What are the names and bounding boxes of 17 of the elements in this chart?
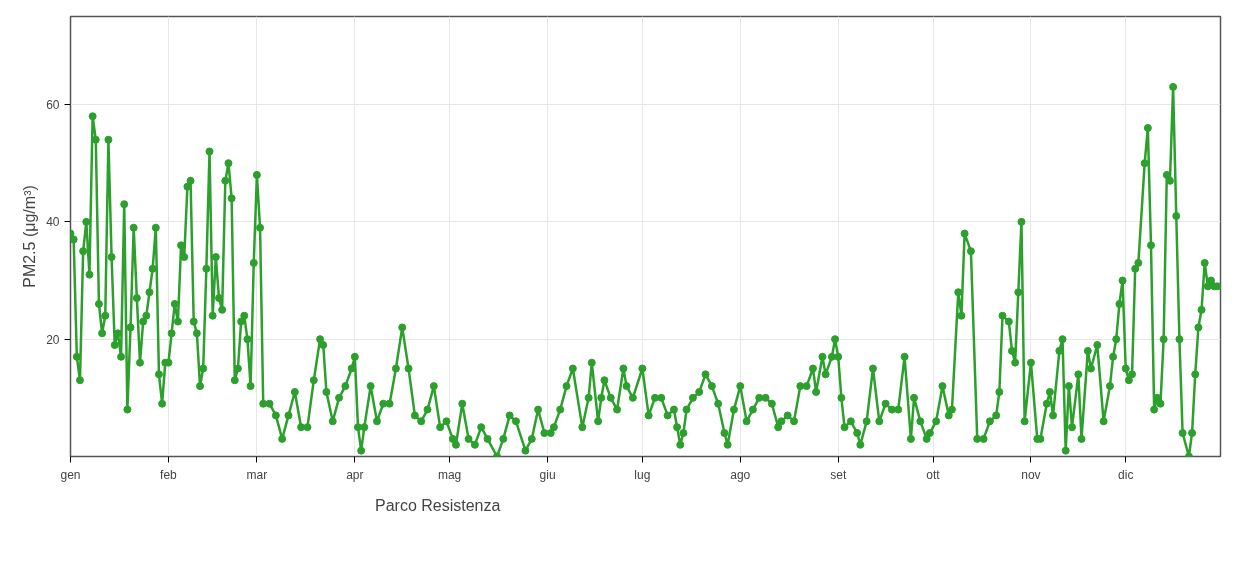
x-tick-label: apr xyxy=(346,467,364,482)
x-tick-label: giu xyxy=(539,467,556,482)
y-tick-label: 20 xyxy=(46,332,60,347)
x-tick-label: feb xyxy=(160,467,178,482)
x-tick-label: lug xyxy=(634,467,651,482)
y-tick-label: 40 xyxy=(46,215,60,230)
y-tick-label: 60 xyxy=(46,98,60,112)
x-tick-label: ott xyxy=(926,467,941,482)
x-tick-label: ago xyxy=(730,467,751,482)
x-tick-label: mar xyxy=(246,467,268,482)
x-tick-label: nov xyxy=(1021,467,1041,482)
text: Parco Resistenza xyxy=(375,497,501,515)
x-tick-label: dic xyxy=(1118,467,1134,482)
x-tick-label: gen xyxy=(60,467,81,482)
x-tick-label: set xyxy=(830,467,847,482)
y-axis-title: PM2.5 (μg/m³) xyxy=(21,185,39,288)
x-tick-label: mag xyxy=(437,467,462,482)
